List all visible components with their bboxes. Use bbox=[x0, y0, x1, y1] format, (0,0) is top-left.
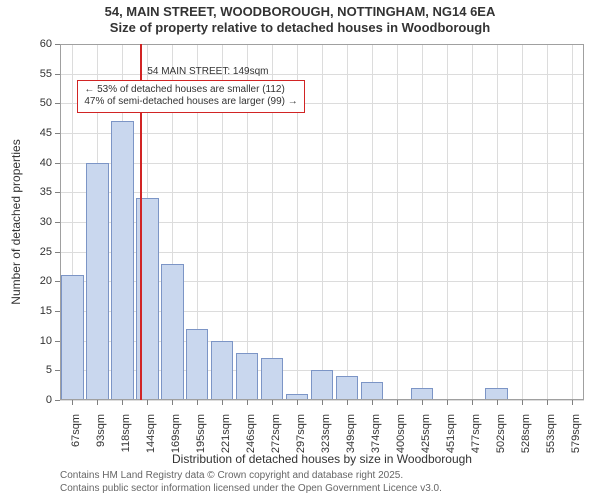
x-tick-label: 528sqm bbox=[520, 414, 532, 453]
x-tick-mark bbox=[97, 400, 98, 405]
y-tick-label: 35 bbox=[40, 186, 52, 198]
x-tick-mark bbox=[572, 400, 573, 405]
y-tick-label: 50 bbox=[40, 97, 52, 109]
y-tick-mark bbox=[55, 400, 60, 401]
x-tick-mark bbox=[522, 400, 523, 405]
x-tick-mark bbox=[147, 400, 148, 405]
title-line-2: Size of property relative to detached ho… bbox=[0, 20, 600, 36]
y-tick-label: 0 bbox=[46, 394, 52, 406]
y-axis-label: Number of detached properties bbox=[9, 139, 23, 304]
x-tick-mark bbox=[547, 400, 548, 405]
x-tick-mark bbox=[472, 400, 473, 405]
x-tick-label: 451sqm bbox=[445, 414, 457, 453]
x-tick-mark bbox=[122, 400, 123, 405]
y-tick-label: 10 bbox=[40, 335, 52, 347]
x-axis-label: Distribution of detached houses by size … bbox=[172, 452, 472, 466]
x-tick-mark bbox=[297, 400, 298, 405]
y-tick-label: 30 bbox=[40, 216, 52, 228]
x-tick-label: 67sqm bbox=[70, 414, 82, 447]
y-tick-label: 25 bbox=[40, 246, 52, 258]
y-tick-label: 15 bbox=[40, 305, 52, 317]
x-tick-label: 221sqm bbox=[220, 414, 232, 453]
x-tick-label: 477sqm bbox=[470, 414, 482, 453]
y-tick-label: 20 bbox=[40, 275, 52, 287]
x-tick-label: 93sqm bbox=[95, 414, 107, 447]
x-tick-label: 425sqm bbox=[420, 414, 432, 453]
x-tick-label: 272sqm bbox=[270, 414, 282, 453]
x-tick-label: 169sqm bbox=[170, 414, 182, 453]
x-tick-mark bbox=[447, 400, 448, 405]
x-tick-mark bbox=[72, 400, 73, 405]
x-tick-mark bbox=[172, 400, 173, 405]
x-tick-label: 118sqm bbox=[120, 414, 132, 452]
y-tick-label: 40 bbox=[40, 157, 52, 169]
plot-area: 54 MAIN STREET: 149sqm ← 53% of detached … bbox=[60, 44, 584, 400]
x-tick-mark bbox=[197, 400, 198, 405]
x-tick-mark bbox=[247, 400, 248, 405]
x-tick-label: 195sqm bbox=[195, 414, 207, 453]
y-tick-label: 55 bbox=[40, 68, 52, 80]
x-tick-mark bbox=[347, 400, 348, 405]
attribution-footer: Contains HM Land Registry data © Crown c… bbox=[60, 470, 442, 495]
x-tick-label: 144sqm bbox=[145, 414, 157, 453]
y-tick-label: 5 bbox=[46, 364, 52, 376]
x-tick-label: 349sqm bbox=[345, 414, 357, 453]
x-tick-mark bbox=[372, 400, 373, 405]
x-tick-mark bbox=[272, 400, 273, 405]
x-tick-label: 246sqm bbox=[245, 414, 257, 453]
x-tick-mark bbox=[497, 400, 498, 405]
x-tick-mark bbox=[322, 400, 323, 405]
x-tick-label: 400sqm bbox=[395, 414, 407, 453]
x-tick-mark bbox=[222, 400, 223, 405]
y-tick-label: 45 bbox=[40, 127, 52, 139]
x-tick-label: 502sqm bbox=[495, 414, 507, 453]
x-tick-label: 323sqm bbox=[320, 414, 332, 453]
x-tick-label: 297sqm bbox=[295, 414, 307, 453]
footer-line-2: Contains public sector information licen… bbox=[60, 483, 442, 496]
y-tick-label: 60 bbox=[40, 38, 52, 50]
annotation-title: 54 MAIN STREET: 149sqm bbox=[147, 66, 268, 77]
x-tick-label: 553sqm bbox=[545, 414, 557, 453]
annotation-line-2: 47% of semi-detached houses are larger (… bbox=[84, 96, 297, 109]
annotation-box: ← 53% of detached houses are smaller (11… bbox=[77, 80, 304, 113]
annotation-line-1: ← 53% of detached houses are smaller (11… bbox=[84, 84, 297, 97]
x-tick-mark bbox=[422, 400, 423, 405]
x-tick-mark bbox=[397, 400, 398, 405]
title-line-1: 54, MAIN STREET, WOODBOROUGH, NOTTINGHAM… bbox=[0, 0, 600, 20]
x-tick-label: 374sqm bbox=[370, 414, 382, 453]
chart-container: 54, MAIN STREET, WOODBOROUGH, NOTTINGHAM… bbox=[0, 0, 600, 500]
x-tick-label: 579sqm bbox=[570, 414, 582, 453]
footer-line-1: Contains HM Land Registry data © Crown c… bbox=[60, 470, 442, 483]
